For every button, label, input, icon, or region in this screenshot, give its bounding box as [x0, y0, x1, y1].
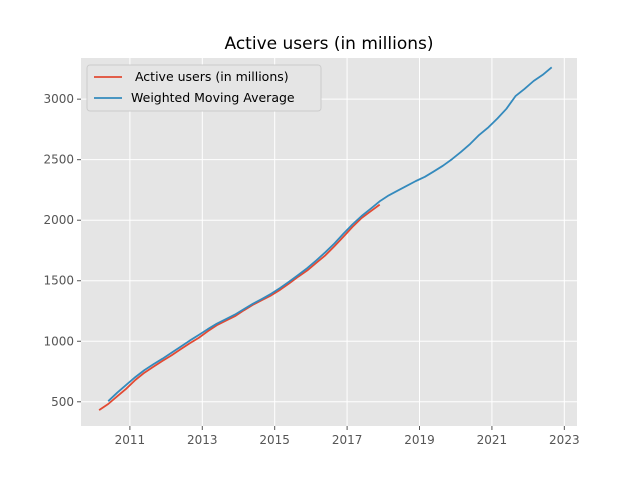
y-tick-label: 1000 [43, 334, 74, 348]
y-axis-ticks: 500 1000 1500 2000 2500 3000 [43, 92, 81, 409]
legend: Active users (in millions) Weighted Movi… [86, 64, 322, 112]
y-tick-label: 3000 [43, 92, 74, 106]
plot-area [81, 58, 577, 426]
y-tick-label: 500 [51, 395, 74, 409]
x-tick-label: 2011 [115, 433, 146, 447]
legend-label-weighted-moving-average: Weighted Moving Average [131, 90, 295, 105]
x-axis-ticks: 2011 2013 2015 2017 2019 2021 2023 [115, 426, 580, 447]
x-tick-label: 2017 [332, 433, 363, 447]
y-tick-label: 2000 [43, 213, 74, 227]
x-tick-label: 2013 [187, 433, 218, 447]
legend-box [86, 64, 322, 112]
chart-title: Active users (in millions) [225, 34, 434, 54]
series-line-weighted-moving-average [107, 66, 553, 402]
y-tick-label: 1500 [43, 274, 74, 288]
x-tick-label: 2015 [259, 433, 290, 447]
series-layer [98, 66, 553, 411]
x-tick-label: 2021 [477, 433, 508, 447]
x-tick-label: 2023 [549, 433, 580, 447]
legend-label-active-users: Active users (in millions) [131, 69, 289, 84]
x-tick-label: 2019 [404, 433, 435, 447]
series-line-active-users [98, 203, 381, 411]
y-tick-label: 2500 [43, 153, 74, 167]
